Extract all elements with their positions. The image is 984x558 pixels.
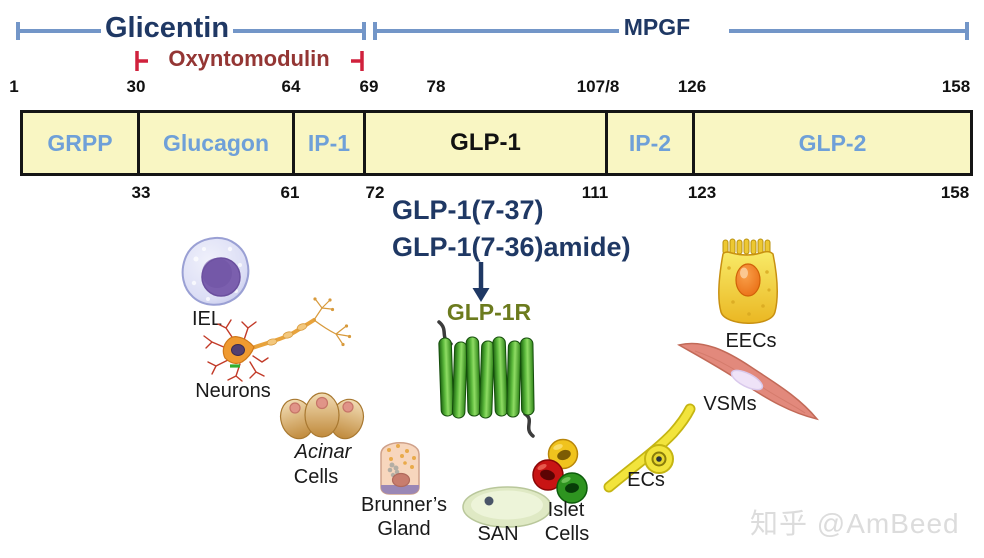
scale-bottom-label: 33 xyxy=(131,183,151,202)
scale-top-label: 107/8 xyxy=(576,77,620,96)
islet-label-line2: Cells xyxy=(544,523,590,545)
acinar-cells-illustration xyxy=(279,392,365,440)
scale-top-label: 78 xyxy=(426,77,446,96)
scale-top-label: 1 xyxy=(9,77,19,96)
scale-bottom-label: 72 xyxy=(365,183,385,202)
vsms-label: VSMs xyxy=(703,393,757,415)
segment-ip1: IP-1 xyxy=(295,113,366,173)
acinar-label-line2: Cells xyxy=(293,466,339,488)
watermark: 知乎 @AmBeed xyxy=(750,508,960,539)
glp1-forms-text: GLP-1(7-37) GLP-1(7-36)amide) xyxy=(392,192,631,266)
proglucagon-peptide-bar: GRPP Glucagon IP-1 GLP-1 IP-2 GLP-2 xyxy=(20,110,973,176)
iel-cell-illustration xyxy=(181,236,250,306)
vsms-cell-illustration xyxy=(677,342,819,421)
segment-grpp: GRPP xyxy=(23,113,140,173)
segment-glucagon: Glucagon xyxy=(140,113,295,173)
scale-top-label: 64 xyxy=(281,77,301,96)
scale-top-label: 69 xyxy=(359,77,379,96)
san-label: SAN xyxy=(477,523,519,545)
eecs-label: EECs xyxy=(725,330,777,352)
scale-top-label: 126 xyxy=(677,77,707,96)
segment-ip2: IP-2 xyxy=(608,113,695,173)
scale-top-label: 158 xyxy=(941,77,971,96)
brunners-label-line2: Gland xyxy=(377,518,431,540)
acinar-label-line1: Acinar xyxy=(294,441,352,463)
segment-glp2: GLP-2 xyxy=(798,129,867,156)
mpgf-bracket xyxy=(373,22,969,40)
islet-label-line1: Islet xyxy=(547,499,585,521)
scale-bottom-label: 158 xyxy=(940,183,970,202)
eecs-cell-illustration xyxy=(718,238,778,324)
scale-bottom-label: 61 xyxy=(280,183,300,202)
segment-glp1: GLP-1 xyxy=(366,113,608,173)
oxyntomodulin-ticks xyxy=(135,51,364,71)
islet-cells-illustration xyxy=(532,438,588,504)
glicentin-label: Glicentin xyxy=(104,12,230,44)
scale-top-label: 30 xyxy=(126,77,146,96)
san-cell-illustration xyxy=(462,486,552,528)
down-arrow xyxy=(472,262,490,302)
brunners-gland-illustration xyxy=(380,442,420,495)
glp1-7-37-label: GLP-1(7-37) xyxy=(392,195,544,225)
brunners-label-line1: Brunner’s xyxy=(361,494,447,516)
glp1-7-36-amide-label: GLP-1(7-36)amide) xyxy=(392,232,631,262)
glicentin-bracket xyxy=(16,22,366,40)
scale-bottom-label: 111 xyxy=(581,183,609,202)
iel-label: IEL xyxy=(191,308,223,330)
glp1r-receptor-illustration xyxy=(437,320,535,438)
scale-bottom-label: 123 xyxy=(687,183,717,202)
oxyntomodulin-label: Oxyntomodulin xyxy=(168,46,330,71)
ecs-label: ECs xyxy=(627,469,665,491)
mpgf-label: MPGF xyxy=(623,14,691,40)
neurons-label: Neurons xyxy=(195,380,271,402)
glp1r-label: GLP-1R xyxy=(446,299,532,325)
ecs-cell-illustration xyxy=(603,403,696,493)
neuron-illustration xyxy=(203,297,352,382)
